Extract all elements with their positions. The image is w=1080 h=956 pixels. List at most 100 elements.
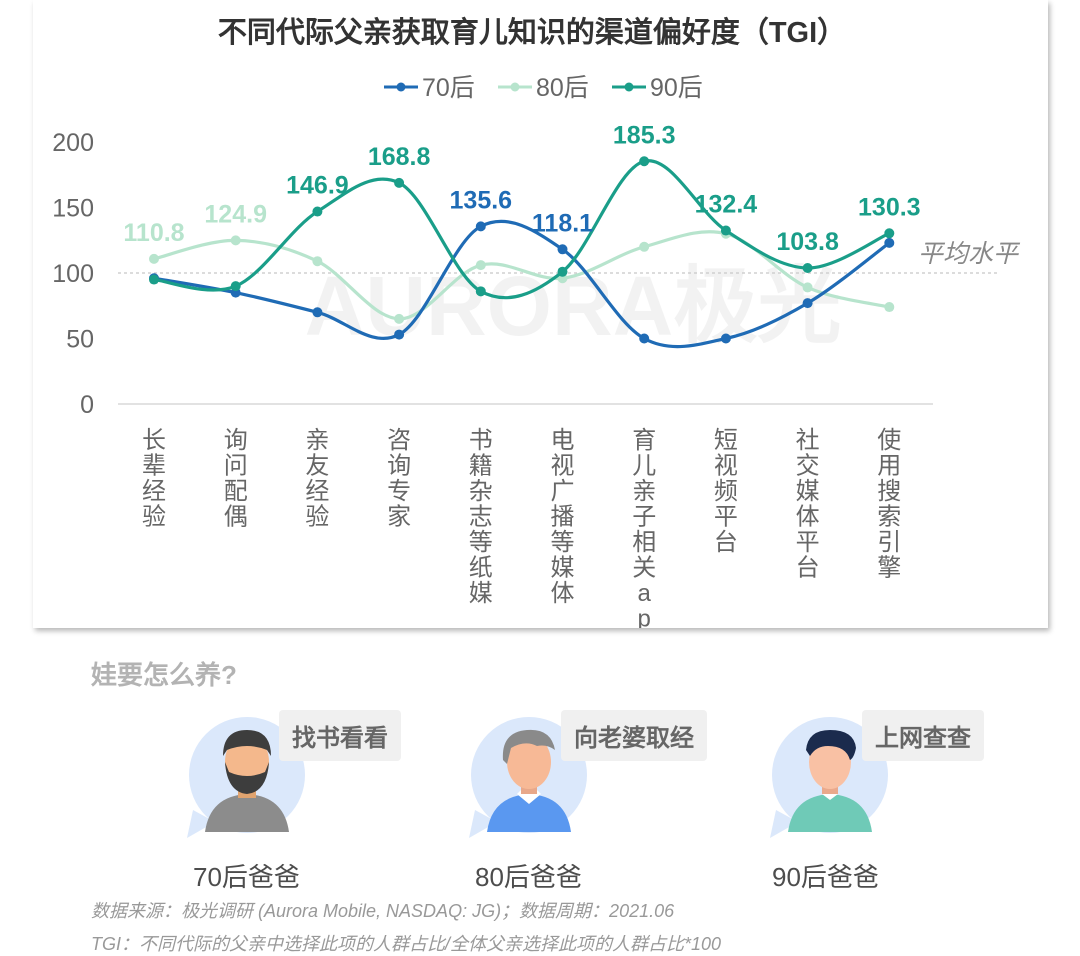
data-point bbox=[475, 260, 486, 271]
x-category-label: 等 bbox=[551, 529, 575, 556]
data-point bbox=[312, 256, 323, 267]
data-point bbox=[394, 177, 405, 188]
y-tick-label: 200 bbox=[52, 129, 94, 157]
x-category-label: 媒 bbox=[796, 478, 820, 505]
x-category-label: p bbox=[638, 606, 651, 629]
x-category-label: 志 bbox=[469, 504, 493, 531]
x-category-label: 子 bbox=[632, 504, 656, 531]
x-category-label: 媒 bbox=[469, 580, 493, 607]
x-category-label: 体 bbox=[796, 504, 820, 531]
legend-label: 80后 bbox=[536, 74, 589, 102]
x-category-label: 体 bbox=[551, 580, 575, 607]
x-category-label: 搜 bbox=[877, 478, 901, 505]
data-point bbox=[312, 307, 323, 318]
data-point bbox=[802, 263, 813, 274]
legend-marker bbox=[510, 82, 520, 92]
persona-label: 90后爸爸 bbox=[772, 862, 879, 892]
x-category-label: 平 bbox=[796, 529, 820, 556]
legend-marker bbox=[396, 82, 406, 92]
data-point bbox=[149, 274, 159, 285]
father-70s-avatar bbox=[187, 717, 305, 838]
data-point bbox=[802, 298, 813, 309]
x-category-label: 家 bbox=[387, 504, 411, 531]
data-point bbox=[639, 333, 650, 344]
data-point bbox=[884, 228, 895, 239]
x-category-label: 频 bbox=[714, 478, 738, 505]
x-category-label: 索 bbox=[877, 504, 901, 531]
x-category-label: 验 bbox=[142, 504, 166, 531]
x-category-label: 亲 bbox=[632, 478, 656, 505]
data-point bbox=[312, 206, 323, 217]
x-category-label: 友 bbox=[305, 453, 329, 480]
y-tick-label: 150 bbox=[52, 195, 94, 223]
x-category-label: 询 bbox=[224, 427, 248, 454]
x-category-label: 短 bbox=[714, 427, 738, 454]
data-point bbox=[802, 282, 813, 293]
data-label: 135.6 bbox=[450, 186, 513, 214]
x-category-label: 经 bbox=[142, 478, 166, 505]
x-category-label: 视 bbox=[551, 453, 575, 480]
data-label: 146.9 bbox=[286, 172, 349, 200]
x-category-label: 媒 bbox=[551, 555, 575, 582]
x-category-label: 长 bbox=[142, 427, 166, 454]
data-point bbox=[639, 156, 650, 167]
persona-tag: 上网查查 bbox=[862, 710, 984, 761]
persona-90s: 上网查查 90后爸爸 bbox=[768, 700, 1028, 900]
legend-label: 90后 bbox=[650, 74, 703, 102]
data-point bbox=[475, 221, 486, 232]
data-point bbox=[639, 241, 650, 252]
y-tick-label: 0 bbox=[80, 391, 94, 419]
series-line-90后 bbox=[153, 159, 890, 300]
x-category-label: 咨 bbox=[387, 427, 411, 454]
data-point bbox=[230, 235, 241, 246]
data-point bbox=[884, 302, 895, 313]
data-point bbox=[149, 253, 159, 264]
data-point bbox=[720, 225, 731, 236]
x-category-label: 用 bbox=[877, 453, 901, 480]
x-category-label: 平 bbox=[714, 504, 738, 531]
persona-tag: 找书看看 bbox=[279, 710, 401, 761]
x-category-label: 关 bbox=[632, 555, 656, 582]
x-category-label: 等 bbox=[469, 529, 493, 556]
data-label: 132.4 bbox=[695, 191, 758, 219]
data-label: 130.3 bbox=[858, 193, 921, 221]
father-80s-avatar bbox=[469, 717, 587, 838]
data-point bbox=[394, 313, 405, 324]
x-category-label: 验 bbox=[305, 504, 329, 531]
father-90s-avatar bbox=[770, 717, 888, 838]
x-category-label: 配 bbox=[224, 478, 248, 505]
x-category-label: 辈 bbox=[142, 453, 166, 480]
data-label: 118.1 bbox=[532, 209, 593, 237]
x-category-label: 广 bbox=[551, 478, 575, 505]
data-point bbox=[557, 244, 568, 255]
x-category-label: 经 bbox=[305, 478, 329, 505]
x-category-label: 台 bbox=[796, 555, 820, 582]
data-point bbox=[394, 329, 405, 340]
x-category-label: 籍 bbox=[469, 453, 493, 480]
reference-line-label: 平均水平 bbox=[918, 240, 1021, 268]
x-category-label: 相 bbox=[632, 529, 656, 556]
persona-label: 80后爸爸 bbox=[475, 862, 582, 892]
x-category-label: 台 bbox=[714, 529, 738, 556]
legend-label: 70后 bbox=[422, 74, 475, 102]
data-point bbox=[557, 266, 568, 277]
x-category-label: 视 bbox=[714, 453, 738, 480]
chart-title: 不同代际父亲获取育儿知识的渠道偏好度（TGI） bbox=[218, 15, 846, 49]
x-category-label: 育 bbox=[632, 427, 656, 454]
data-point bbox=[230, 281, 241, 292]
tgi-footnote: TGI：不同代际的父亲中选择此项的人群占比/全体父亲选择此项的人群占比*100 bbox=[91, 934, 722, 954]
data-point bbox=[475, 286, 486, 297]
data-label: 168.8 bbox=[368, 143, 431, 171]
y-tick-label: 50 bbox=[66, 326, 94, 354]
section-title: 娃要怎么养? bbox=[91, 660, 237, 690]
data-label: 124.9 bbox=[204, 200, 267, 228]
x-category-label: 引 bbox=[877, 529, 901, 556]
y-tick-label: 100 bbox=[52, 260, 94, 288]
persona-label: 70后爸爸 bbox=[193, 862, 300, 892]
x-category-label: 偶 bbox=[224, 504, 248, 531]
x-category-label: 亲 bbox=[305, 427, 329, 454]
persona-tag: 向老婆取经 bbox=[561, 710, 707, 761]
x-category-label: 专 bbox=[387, 478, 411, 505]
persona-80s: 向老婆取经 80后爸爸 bbox=[467, 700, 727, 900]
